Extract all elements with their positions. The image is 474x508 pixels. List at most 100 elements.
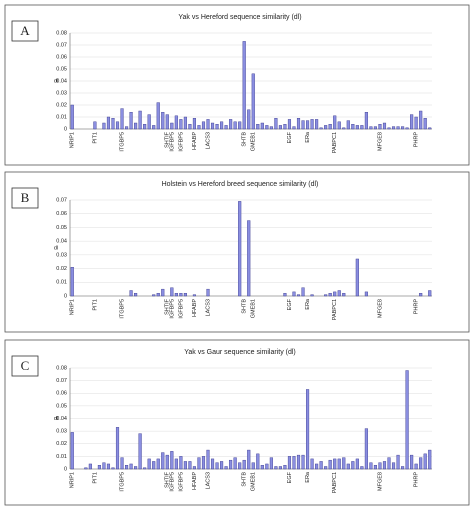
bar [306, 120, 310, 130]
bar [382, 461, 387, 470]
bar [220, 461, 224, 470]
bar [125, 465, 129, 470]
chart-title: Holstein vs Hereford breed sequence simi… [162, 181, 319, 188]
bar [337, 458, 341, 470]
bar [419, 457, 423, 470]
bar [391, 126, 396, 130]
bar [292, 456, 296, 470]
y-axis-label: dl [54, 245, 58, 251]
x-tick-label: SHTB [242, 472, 248, 487]
bar [129, 290, 133, 297]
bar [315, 119, 319, 130]
x-tick-label: SHTB [242, 132, 248, 147]
bar [333, 291, 337, 297]
x-tick-label: MFGE8 [377, 472, 383, 491]
bar [265, 463, 269, 470]
x-tick-label: IGFBP5 [169, 132, 175, 152]
bar [405, 370, 409, 470]
bar [161, 111, 165, 130]
bar [84, 467, 88, 470]
bar [296, 454, 301, 470]
bar [373, 126, 377, 130]
bar [296, 117, 301, 130]
bar [351, 461, 355, 470]
y-tick-label: 0.04 [56, 239, 67, 245]
y-tick-label: 0.03 [56, 90, 67, 96]
bar [238, 462, 242, 470]
bar [143, 467, 147, 470]
x-tick-label: PABPC1 [332, 299, 338, 320]
bar [120, 457, 124, 470]
bar [414, 116, 418, 130]
bar [134, 122, 138, 130]
chart-title: Yak vs Hereford sequence similarity (dl) [178, 14, 301, 21]
bar [233, 121, 237, 130]
bar [278, 466, 282, 470]
bar [224, 466, 228, 470]
bar [161, 288, 165, 297]
bar [111, 467, 115, 470]
bar [287, 119, 292, 130]
bar [315, 463, 319, 470]
bar [152, 461, 156, 470]
bar [247, 220, 251, 297]
y-tick-label: 0 [64, 466, 67, 472]
bar [152, 294, 156, 297]
bar [333, 115, 337, 130]
x-tick-label: PHRP [414, 299, 420, 315]
x-tick-label: ERa [305, 471, 311, 483]
bar [328, 459, 332, 470]
bar [324, 294, 328, 297]
bar [152, 125, 156, 130]
bar [364, 428, 368, 470]
bar [401, 126, 405, 130]
bar [125, 126, 129, 130]
x-tick-label: MFGE8 [377, 299, 383, 318]
x-tick-label: NRIP1 [70, 472, 76, 488]
bar [206, 449, 210, 470]
bar [355, 125, 359, 130]
bar [324, 466, 328, 470]
bar [292, 126, 296, 130]
bar [88, 463, 92, 470]
bar [333, 458, 337, 470]
x-tick-label: EGF [287, 298, 293, 310]
x-tick-label: HFABP [192, 132, 198, 150]
bar [342, 293, 346, 297]
bar [174, 458, 178, 470]
x-tick-label: GMEB1 [251, 132, 257, 151]
bar [201, 121, 206, 130]
bar [192, 466, 196, 470]
bar [378, 123, 382, 130]
bar [328, 293, 332, 297]
bar [93, 121, 97, 130]
bar [147, 458, 151, 470]
bar [428, 449, 432, 470]
bar [102, 122, 106, 130]
panel-letter-box [11, 187, 39, 209]
bar [251, 462, 255, 470]
bar [111, 117, 115, 130]
bar [206, 119, 210, 130]
x-tick-label: NRIP1 [70, 299, 76, 315]
bar [310, 119, 314, 130]
bar [260, 122, 264, 130]
bar [134, 466, 138, 470]
bar [197, 457, 201, 470]
bar [147, 114, 151, 130]
bar [247, 109, 251, 130]
y-tick-label: 0.03 [56, 429, 67, 435]
bar [129, 463, 133, 470]
bar [391, 462, 396, 470]
y-tick-label: 0 [64, 293, 67, 299]
bar [156, 458, 160, 470]
y-tick-label: 0.04 [56, 416, 67, 422]
panel-letter: B [21, 190, 30, 205]
bar [301, 454, 305, 470]
bar [129, 111, 133, 130]
x-tick-label: ITGBP5 [119, 299, 125, 319]
x-tick-label: IGFBP5 [178, 472, 184, 492]
bar [419, 293, 423, 297]
bar [364, 291, 368, 297]
bar [115, 427, 120, 470]
